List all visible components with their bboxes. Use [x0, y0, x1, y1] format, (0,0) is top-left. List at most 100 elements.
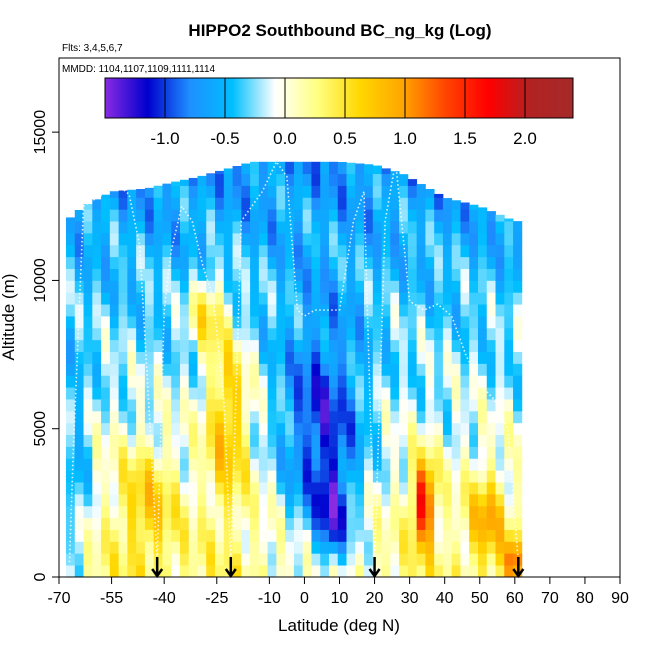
heatmap-cell: [136, 304, 146, 317]
heatmap-cell: [241, 304, 251, 317]
heatmap-cell: [293, 363, 304, 376]
heatmap-cell: [118, 351, 128, 364]
heatmap-cell: [241, 446, 251, 459]
heatmap-cell: [162, 565, 172, 578]
heatmap-cell: [83, 565, 93, 578]
heatmap-cell: [92, 482, 102, 495]
heatmap-cell: [504, 375, 514, 388]
heatmap-cell: [162, 529, 172, 542]
heatmap-cell: [364, 458, 374, 471]
heatmap-cell: [302, 173, 312, 186]
heatmap-cell: [285, 565, 295, 578]
heatmap-cell: [66, 351, 76, 364]
heatmap-cell: [346, 304, 356, 317]
heatmap-cell: [478, 363, 488, 376]
heatmap-cell: [311, 541, 321, 554]
heatmap-cell: [153, 280, 163, 293]
heatmap-cell: [188, 458, 198, 471]
heatmap-cell: [390, 209, 400, 222]
heatmap-cell: [311, 529, 321, 542]
heatmap-cell: [390, 185, 400, 198]
heatmap-cell: [83, 434, 93, 447]
heatmap-cell: [258, 458, 269, 471]
heatmap-cell: [66, 517, 76, 530]
heatmap-cell: [223, 422, 233, 436]
heatmap-cell: [206, 410, 216, 424]
heatmap-cell: [504, 339, 514, 352]
flight-track-line: [156, 204, 232, 563]
heatmap-cell: [136, 410, 146, 424]
heatmap-cell: [188, 505, 198, 519]
heatmap-cell: [197, 482, 207, 495]
heatmap-cell: [66, 375, 76, 388]
heatmap-cell: [101, 339, 111, 352]
heatmap-cell: [311, 363, 321, 376]
heatmap-cell: [355, 517, 365, 530]
heatmap-cell: [311, 268, 321, 281]
heatmap-cell: [250, 399, 260, 412]
heatmap-cell: [171, 529, 181, 542]
heatmap-cell: [460, 470, 470, 483]
heatmap-cell: [460, 232, 470, 246]
heatmap-cell: [486, 316, 496, 329]
heatmap-cell: [83, 482, 93, 495]
heatmap-cell: [127, 517, 137, 530]
heatmap-cell: [513, 292, 523, 305]
heatmap-cell: [92, 221, 102, 234]
heatmap-cell: [302, 221, 312, 234]
heatmap-cell: [381, 304, 391, 317]
heatmap-cell: [250, 161, 260, 175]
heatmap-cell: [276, 387, 286, 400]
heatmap-cell: [442, 517, 453, 530]
heatmap-cell: [215, 351, 225, 364]
heatmap-cell: [504, 218, 514, 222]
heatmap-cell: [241, 553, 251, 566]
heatmap-cell: [153, 185, 163, 198]
heatmap-cell: [285, 268, 295, 281]
heatmap-cell: [83, 553, 93, 566]
heatmap-cell: [293, 529, 304, 542]
heatmap-cell: [74, 541, 84, 554]
heatmap-cell: [241, 351, 251, 364]
heatmap-cell: [101, 256, 111, 269]
heatmap-cell: [293, 280, 304, 293]
heatmap-cell: [285, 375, 295, 388]
heatmap-cell: [381, 232, 391, 246]
heatmap-cell: [442, 327, 453, 341]
heatmap-cell: [504, 221, 514, 234]
heatmap-cell: [92, 529, 102, 542]
heatmap-cell: [320, 482, 330, 495]
heatmap-cell: [460, 422, 470, 436]
heatmap-cell: [153, 422, 163, 436]
heatmap-cell: [127, 422, 137, 436]
heatmap-cell: [232, 209, 242, 222]
heatmap-cell: [478, 399, 488, 412]
heatmap-cell: [320, 493, 330, 507]
heatmap-cell: [364, 244, 374, 258]
heatmap-cell: [223, 387, 233, 400]
heatmap-cell: [223, 304, 233, 317]
heatmap-cell: [136, 387, 146, 400]
heatmap-cell: [74, 434, 84, 447]
heatmap-cell: [232, 256, 242, 269]
heatmap-cell: [425, 482, 435, 495]
heatmap-cell: [109, 482, 120, 495]
heatmap-cell: [355, 375, 365, 388]
heatmap-cell: [250, 280, 260, 293]
heatmap-cell: [109, 232, 120, 246]
heatmap-cell: [442, 541, 453, 554]
heatmap-cell: [355, 493, 365, 507]
heatmap-cell: [495, 446, 505, 459]
heatmap-cell: [144, 304, 155, 317]
heatmap-cell: [144, 410, 155, 424]
heatmap-cell: [320, 173, 330, 186]
heatmap-cell: [513, 458, 523, 471]
heatmap-cell: [215, 256, 225, 269]
heatmap-cell: [504, 351, 514, 364]
heatmap-cell: [232, 268, 242, 281]
heatmap-cell: [364, 221, 374, 234]
heatmap-cell: [109, 351, 120, 364]
heatmap-cell: [197, 375, 207, 388]
heatmap-cell: [328, 280, 339, 293]
heatmap-cell: [328, 256, 339, 269]
